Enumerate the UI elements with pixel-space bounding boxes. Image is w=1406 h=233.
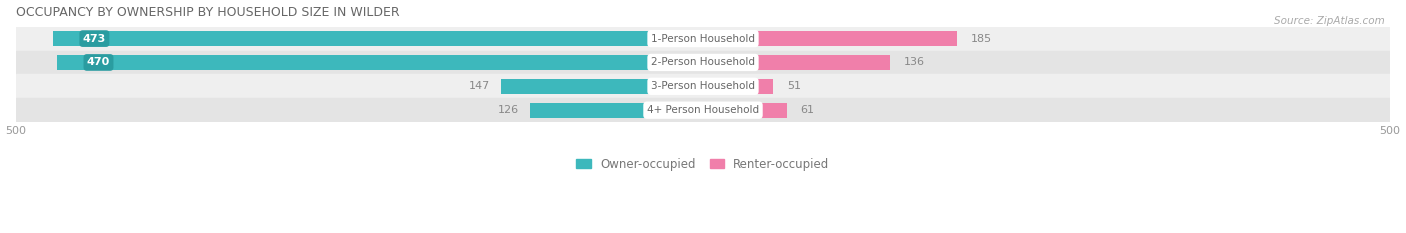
Text: 473: 473 xyxy=(83,34,105,44)
Bar xyxy=(15,27,1391,51)
Text: 136: 136 xyxy=(904,58,925,68)
Text: 3-Person Household: 3-Person Household xyxy=(651,81,755,91)
Bar xyxy=(53,31,703,46)
Text: 470: 470 xyxy=(87,58,110,68)
Bar xyxy=(58,55,703,70)
Legend: Owner-occupied, Renter-occupied: Owner-occupied, Renter-occupied xyxy=(572,153,834,175)
Text: 4+ Person Household: 4+ Person Household xyxy=(647,105,759,115)
Text: 147: 147 xyxy=(468,81,491,91)
Text: OCCUPANCY BY OWNERSHIP BY HOUSEHOLD SIZE IN WILDER: OCCUPANCY BY OWNERSHIP BY HOUSEHOLD SIZE… xyxy=(15,6,399,19)
Bar xyxy=(15,98,1391,122)
Bar xyxy=(703,55,890,70)
Text: 51: 51 xyxy=(787,81,801,91)
Text: Source: ZipAtlas.com: Source: ZipAtlas.com xyxy=(1274,16,1385,26)
Text: 1-Person Household: 1-Person Household xyxy=(651,34,755,44)
Text: 61: 61 xyxy=(800,105,814,115)
Text: 185: 185 xyxy=(972,34,993,44)
Bar xyxy=(15,51,1391,74)
Text: 2-Person Household: 2-Person Household xyxy=(651,58,755,68)
Bar xyxy=(703,79,773,94)
Bar xyxy=(703,31,957,46)
Bar xyxy=(530,103,703,118)
Bar xyxy=(703,103,787,118)
Text: 126: 126 xyxy=(498,105,519,115)
Bar xyxy=(15,74,1391,98)
Bar xyxy=(501,79,703,94)
